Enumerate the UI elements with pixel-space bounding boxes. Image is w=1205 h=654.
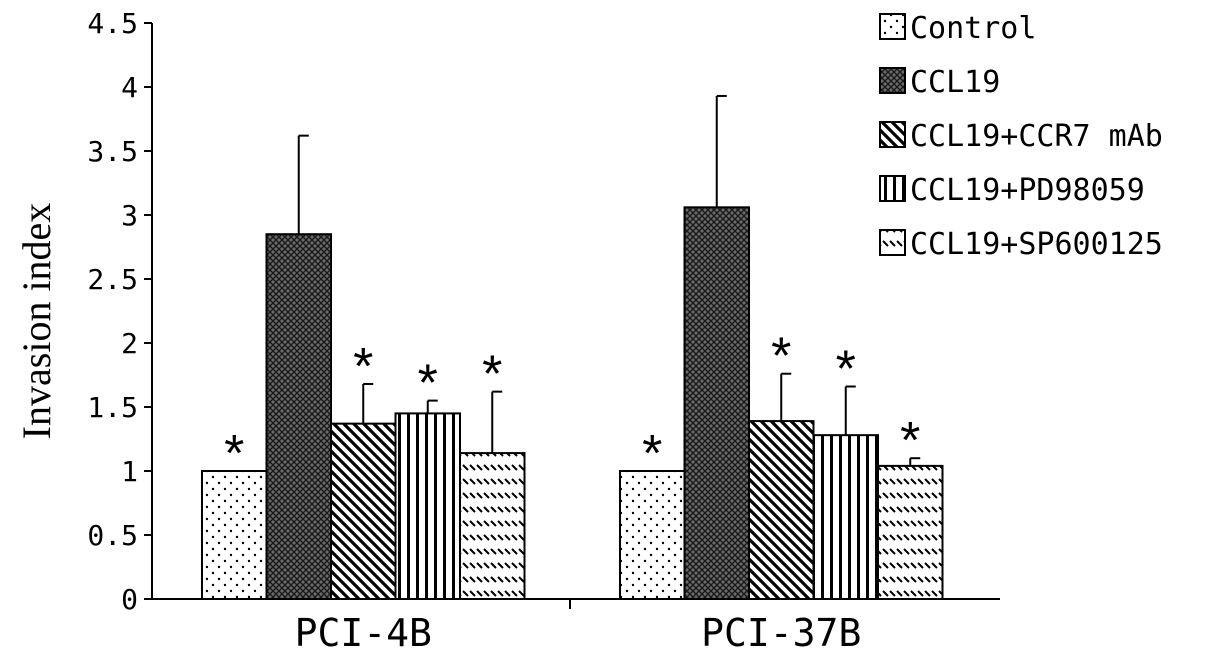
significance-star: * xyxy=(900,412,920,470)
significance-star: * xyxy=(771,328,791,386)
bars: * * * * * * * * xyxy=(201,94,944,601)
y-axis-title: Invasion index xyxy=(14,203,59,440)
y-tick-label: 1 xyxy=(121,455,138,488)
y-tick-label: 4 xyxy=(121,71,138,104)
bar-ccl19-pd98059-pci-4b xyxy=(394,412,461,600)
bar-ccl19-pci-37b xyxy=(683,206,750,600)
legend-label: CCL19+PD98059 xyxy=(910,173,1145,208)
legend-label: CCL19+SP600125 xyxy=(910,227,1163,262)
x-category-label: PCI-37B xyxy=(701,611,861,654)
bar-ccl19-ccr7-mab-pci-4b xyxy=(330,422,397,601)
y-tick-label: 2.5 xyxy=(87,263,138,296)
legend-swatch xyxy=(879,121,906,148)
legend-swatch xyxy=(879,13,906,40)
legend-swatch xyxy=(879,175,906,202)
y-tick-label: 3.5 xyxy=(87,135,138,168)
significance-star: * xyxy=(418,355,438,413)
y-tick-label: 2 xyxy=(121,327,138,360)
legend-label: CCL19+CCR7 mAb xyxy=(910,119,1163,154)
bar-control-pci-37b xyxy=(619,470,686,600)
significance-star: * xyxy=(836,341,856,399)
axes: 0 0.5 1 1.5 2 2.5 3 3.5 4 4.5 Invasion index PCI-4B… xyxy=(14,7,1000,654)
bar-ccl19-pci-4b xyxy=(265,233,332,600)
significance-star: * xyxy=(642,425,662,483)
legend-label: Control xyxy=(910,11,1036,46)
significance-star: * xyxy=(482,346,502,404)
x-category-label: PCI-4B xyxy=(295,611,432,654)
bar-ccl19-sp600125-pci-37b xyxy=(877,464,944,600)
legend-label: CCL19 xyxy=(910,65,1000,100)
bar-ccl19-sp600125-pci-4b xyxy=(459,452,526,600)
bar-ccl19-pd98059-pci-37b xyxy=(812,434,879,600)
y-tick-label: 0 xyxy=(121,583,138,616)
legend-swatch xyxy=(879,67,906,94)
legend-swatch xyxy=(879,229,906,256)
significance-star: * xyxy=(224,425,244,483)
y-tick-label: 3 xyxy=(121,199,138,232)
legend: Control CCL19 CCL19+CCR7 mAb CCL19+PD98059 C… xyxy=(879,11,1163,262)
significance-star: * xyxy=(353,338,373,396)
bar-control-pci-4b xyxy=(201,470,268,600)
y-tick-label: 0.5 xyxy=(87,519,138,552)
y-tick-label: 1.5 xyxy=(87,391,138,424)
y-tick-label: 4.5 xyxy=(87,7,138,40)
bar-ccl19-ccr7-mab-pci-37b xyxy=(748,420,815,600)
